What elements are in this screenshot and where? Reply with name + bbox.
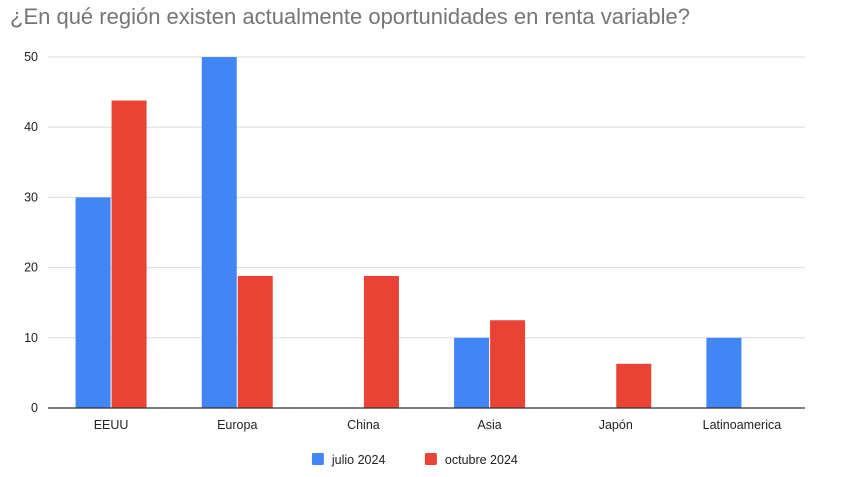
legend-label: octubre 2024	[445, 453, 518, 467]
x-axis-ticks: EEUU Europa China Asia Japón Latinoamerica	[94, 418, 782, 432]
x-tick-label: EEUU	[94, 418, 129, 432]
y-tick-label: 40	[24, 120, 38, 134]
bar-series2	[237, 276, 273, 408]
legend[interactable]: julio 2024 octubre 2024	[311, 453, 518, 467]
x-tick-label: China	[347, 418, 380, 432]
x-tick-label: Japón	[599, 418, 633, 432]
x-tick-label: Asia	[477, 418, 501, 432]
x-tick-label: Europa	[217, 418, 257, 432]
bar-series1	[706, 337, 742, 408]
bar-series2	[363, 276, 399, 408]
x-tick-label: Latinoamerica	[703, 418, 782, 432]
bar-series1	[454, 337, 490, 408]
bar-series2	[616, 363, 652, 408]
legend-swatch	[424, 453, 437, 465]
legend-item-1[interactable]: julio 2024	[311, 453, 386, 467]
y-tick-label: 30	[24, 190, 38, 204]
y-tick-label: 0	[31, 401, 38, 415]
legend-label: julio 2024	[331, 453, 386, 467]
bar-series2	[111, 100, 147, 409]
y-tick-label: 20	[24, 261, 38, 275]
bars	[75, 57, 742, 409]
y-tick-label: 10	[24, 331, 38, 345]
gridlines	[48, 56, 805, 339]
bar-series2	[490, 320, 526, 408]
y-axis-ticks: 0 10 20 30 40 50	[24, 50, 38, 415]
legend-item-2[interactable]: octubre 2024	[424, 453, 518, 467]
chart-title: ¿En qué región existen actualmente oport…	[10, 4, 691, 29]
bar-series1	[75, 197, 111, 408]
bar-series1	[201, 57, 237, 408]
y-tick-label: 50	[24, 50, 38, 64]
legend-swatch	[311, 453, 324, 465]
